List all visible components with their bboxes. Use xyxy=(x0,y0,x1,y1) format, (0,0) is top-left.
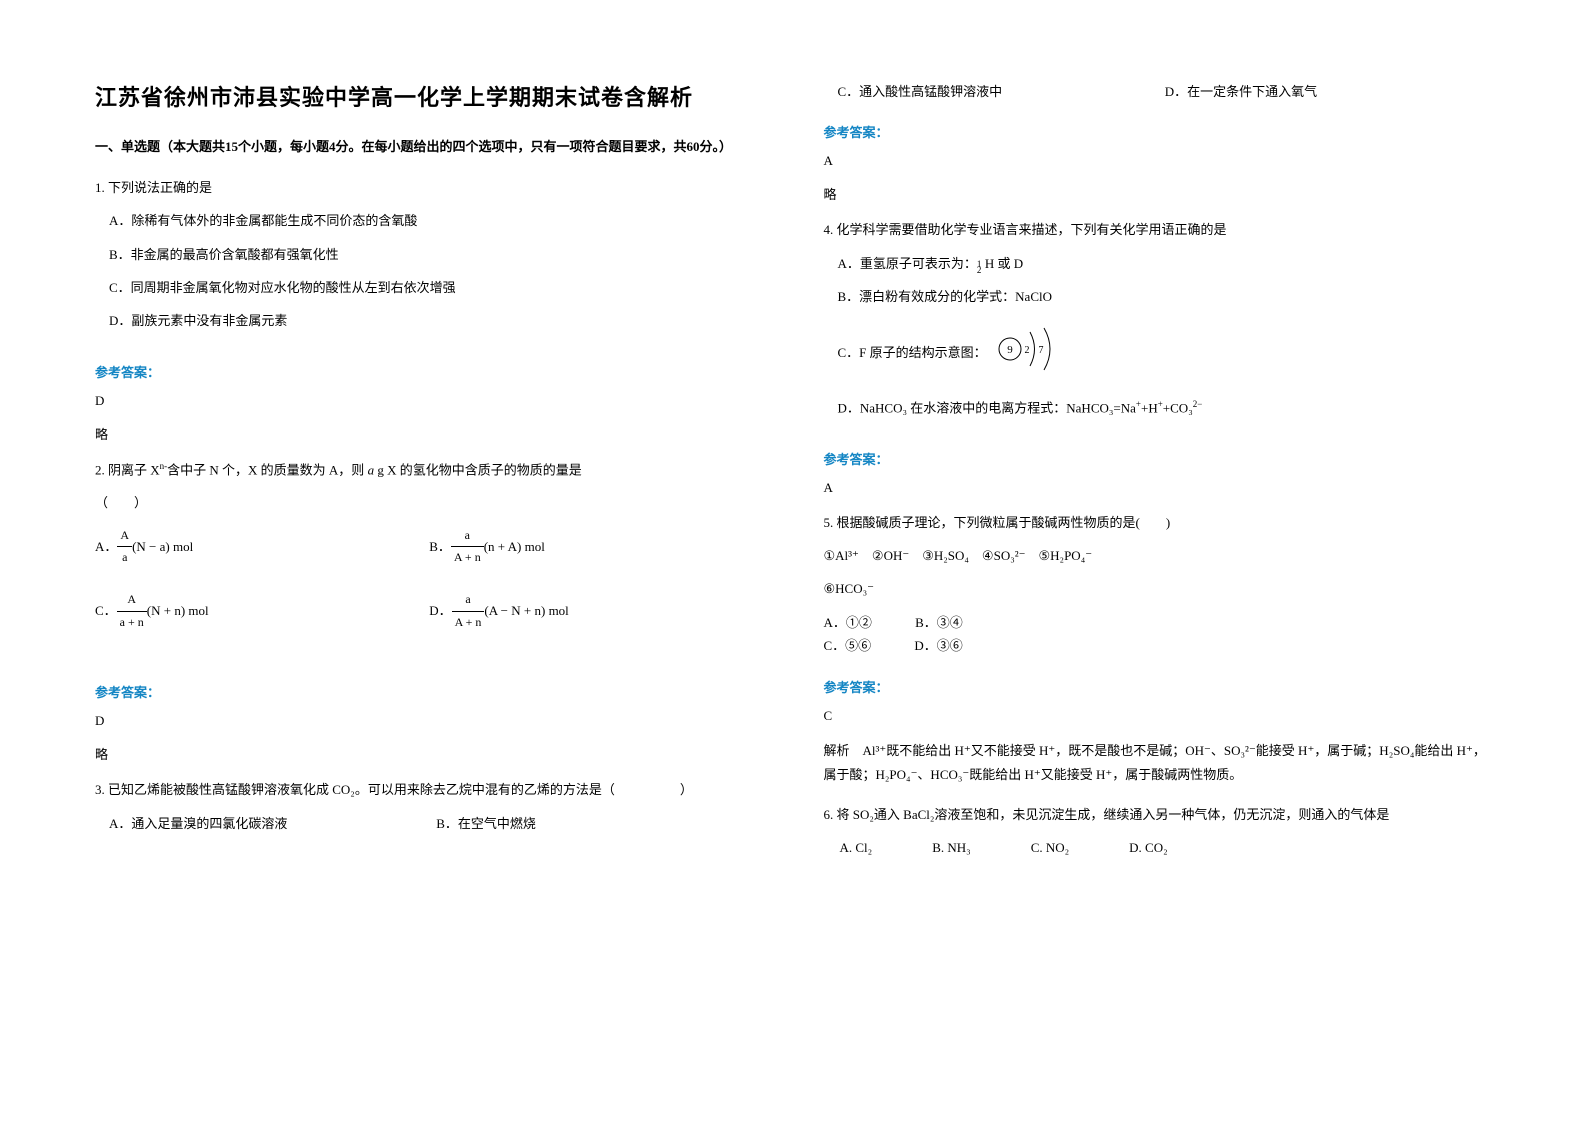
svg-text:2: 2 xyxy=(1024,345,1029,356)
q6-option-a: A. Cl₂ xyxy=(840,836,873,859)
question-1: 1. 下列说法正确的是 A．除稀有气体外的非金属都能生成不同价态的含氧酸 B．非… xyxy=(95,176,764,343)
q3-answer: A xyxy=(824,153,1493,169)
q2-option-d: D． aA + n (A − N + n) mol xyxy=(429,589,763,633)
q5-stem: 5. 根据酸碱质子理论，下列微粒属于酸碱两性物质的是( ) xyxy=(824,511,1493,534)
q2-options: A． Aa (N − a) mol B． aA + n (n + A) mol … xyxy=(95,525,764,653)
question-2: 2. 阴离子 Xn-含中子 N 个，X 的质量数为 A，则 a g X 的氢化物… xyxy=(95,458,764,663)
q4-option-c: C．F 原子的结构示意图： 9 2 7 xyxy=(838,324,1493,381)
q6-option-b: B. NH₃ xyxy=(932,836,970,859)
q2-option-c: C． Aa + n (N + n) mol xyxy=(95,589,429,633)
q1-option-a: A．除稀有气体外的非金属都能生成不同价态的含氧酸 xyxy=(109,209,764,232)
question-6: 6. 将 SO₂通入 BaCl₂溶液至饱和，未见沉淀生成，继续通入另一种气体，仍… xyxy=(824,803,1493,860)
question-4: 4. 化学科学需要借助化学专业语言来描述，下列有关化学用语正确的是 A．重氢原子… xyxy=(824,218,1493,429)
svg-text:7: 7 xyxy=(1038,345,1043,356)
page-title: 江苏省徐州市沛县实验中学高一化学上学期期末试卷含解析 xyxy=(95,80,764,112)
q3-options-row1: A．通入足量溴的四氯化碳溶液 B．在空气中燃烧 xyxy=(109,812,764,835)
answer-label: 参考答案： xyxy=(824,677,1493,696)
q1-answer: D xyxy=(95,393,764,409)
q5-option-d: D．③⑥ xyxy=(914,634,962,657)
section-header: 一、单选题（本大题共15个小题，每小题4分。在每小题给出的四个选项中，只有一项符… xyxy=(95,137,764,158)
q3-option-c: C．通入酸性高锰酸钾溶液中 xyxy=(838,80,1165,103)
answer-label: 参考答案： xyxy=(95,362,764,381)
q6-stem: 6. 将 SO₂通入 BaCl₂溶液至饱和，未见沉淀生成，继续通入另一种气体，仍… xyxy=(824,803,1493,826)
right-column: C．通入酸性高锰酸钾溶液中 D．在一定条件下通入氧气 参考答案： A 略 4. … xyxy=(824,80,1493,1102)
answer-label: 参考答案： xyxy=(824,122,1493,141)
q3-option-a: A．通入足量溴的四氯化碳溶液 xyxy=(109,812,436,835)
q5-option-b: B．③④ xyxy=(915,611,963,634)
q4-answer: A xyxy=(824,480,1493,496)
q4-stem: 4. 化学科学需要借助化学专业语言来描述，下列有关化学用语正确的是 xyxy=(824,218,1493,241)
q5-option-c: C．⑤⑥ xyxy=(824,634,872,657)
q3-option-b: B．在空气中燃烧 xyxy=(436,812,763,835)
orbit-diagram-icon: 9 2 7 xyxy=(992,324,1062,381)
q2-option-a: A． Aa (N − a) mol xyxy=(95,525,429,569)
q4-option-d: D．NaHCO₃ 在水溶液中的电离方程式：NaHCO₃=Na++H++CO₃2− xyxy=(838,396,1493,420)
left-column: 江苏省徐州市沛县实验中学高一化学上学期期末试卷含解析 一、单选题（本大题共15个… xyxy=(95,80,764,1102)
q6-options: A. Cl₂ B. NH₃ C. NO₂ D. CO₂ xyxy=(840,836,1493,859)
q2-paren: （ ） xyxy=(95,491,764,514)
q4-option-b: B．漂白粉有效成分的化学式：NaClO xyxy=(838,285,1493,308)
svg-text:9: 9 xyxy=(1007,344,1013,356)
q2-option-b: B． aA + n (n + A) mol xyxy=(429,525,763,569)
q1-stem: 1. 下列说法正确的是 xyxy=(95,176,764,199)
q6-option-c: C. NO₂ xyxy=(1031,836,1069,859)
answer-label: 参考答案： xyxy=(95,682,764,701)
q3-option-d: D．在一定条件下通入氧气 xyxy=(1165,80,1492,103)
q3-explain: 略 xyxy=(824,184,1493,203)
question-3: 3. 已知乙烯能被酸性高锰酸钾溶液氧化成 CO₂。可以用来除去乙烷中混有的乙烯的… xyxy=(95,778,764,835)
q4-option-a: A．重氢原子可表示为：21H 或 D xyxy=(838,252,1493,275)
q3-stem: 3. 已知乙烯能被酸性高锰酸钾溶液氧化成 CO₂。可以用来除去乙烷中混有的乙烯的… xyxy=(95,778,764,801)
q1-explain: 略 xyxy=(95,424,764,443)
q1-option-c: C．同周期非金属氧化物对应水化物的酸性从左到右依次增强 xyxy=(109,276,764,299)
q1-option-d: D．副族元素中没有非金属元素 xyxy=(109,309,764,332)
q5-items2: ⑥HCO₃⁻ xyxy=(824,577,1493,600)
q5-answer: C xyxy=(824,708,1493,724)
question-5: 5. 根据酸碱质子理论，下列微粒属于酸碱两性物质的是( ) ①Al³⁺ ②OH⁻… xyxy=(824,511,1493,658)
q5-items: ①Al³⁺ ②OH⁻ ③H₂SO₄ ④SO₃²⁻ ⑤H₂PO₄⁻ xyxy=(824,544,1493,567)
q1-option-b: B．非金属的最高价含氧酸都有强氧化性 xyxy=(109,243,764,266)
answer-label: 参考答案： xyxy=(824,449,1493,468)
q2-stem: 2. 阴离子 Xn-含中子 N 个，X 的质量数为 A，则 a g X 的氢化物… xyxy=(95,458,764,482)
q2-answer: D xyxy=(95,713,764,729)
q6-option-d: D. CO₂ xyxy=(1129,836,1167,859)
q5-option-a: A．①② xyxy=(824,611,872,634)
question-3-cont: C．通入酸性高锰酸钾溶液中 D．在一定条件下通入氧气 xyxy=(824,80,1493,103)
q5-options-row1: A．①② B．③④ xyxy=(824,611,1493,634)
q5-explain: 解析 Al³⁺既不能给出 H⁺又不能接受 H⁺，既不是酸也不是碱；OH⁻、SO₃… xyxy=(824,739,1493,788)
q2-explain: 略 xyxy=(95,744,764,763)
q5-options-row2: C．⑤⑥ D．③⑥ xyxy=(824,634,1493,657)
